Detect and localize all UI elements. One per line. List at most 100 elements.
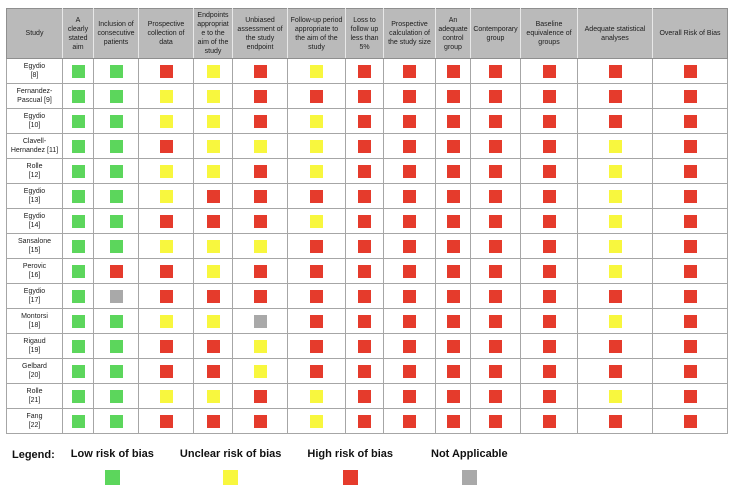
criteria-column-header: Endpoints appropriate to the aim of the … [193,7,233,60]
study-row: Egydio [8] [6,58,728,85]
rating-cell [577,333,653,360]
rating-square-high [608,289,622,303]
rating-square-high [446,64,460,78]
rating-square-high [253,414,267,428]
rating-cell [383,58,436,85]
rating-cell [193,58,233,85]
rating-square-high [683,414,697,428]
rating-square-unclear [206,164,220,178]
rating-cell [138,333,194,360]
rating-cell [652,308,728,335]
rating-square-high [683,64,697,78]
rating-square-high [358,314,371,328]
rating-cell [93,258,139,285]
rating-cell [577,58,653,85]
rating-cell [345,258,384,285]
rating-square-unclear [253,364,267,378]
rating-cell [652,258,728,285]
rating-square-high [358,339,371,353]
rating-square-low [109,314,123,328]
rating-square-unclear [310,214,323,228]
rating-cell [577,358,653,385]
rating-cell [435,333,471,360]
rating-cell [62,283,94,310]
rating-square-high [683,214,697,228]
rating-cell [193,283,233,310]
rating-cell [577,408,653,435]
criteria-column-header: A clearly stated aim [62,7,94,60]
rating-cell [93,358,139,385]
study-label: Clavell-Hernandez [11] [6,133,63,160]
study-row: Clavell-Hernandez [11] [6,133,728,160]
rating-square-high [683,139,697,153]
rating-cell [287,158,346,185]
rating-square-high [489,189,502,203]
rating-cell [138,408,194,435]
rating-square-high [159,289,173,303]
rating-square-high [159,364,173,378]
rating-cell [577,283,653,310]
rating-square-unclear [206,89,220,103]
rating-square-low [109,239,123,253]
rating-square-high [446,364,460,378]
rating-cell [577,133,653,160]
rating-cell [345,83,384,110]
rating-cell [345,233,384,260]
rating-square-high [683,389,697,403]
rating-cell [470,408,521,435]
rating-square-low [109,64,123,78]
rating-square-high [253,189,267,203]
rating-cell [138,133,194,160]
rating-square-high [358,414,371,428]
rating-cell [232,183,288,210]
rating-cell [435,233,471,260]
study-label: Rolle [12] [6,158,63,185]
rating-square-high [446,389,460,403]
rating-cell [232,408,288,435]
study-row: Fernandez-Pascual [9] [6,83,728,110]
rating-square-high [446,339,460,353]
rating-cell [138,233,194,260]
rating-square-high [489,314,502,328]
rating-square-unclear [206,314,220,328]
rating-square-low [109,189,123,203]
rating-cell [138,208,194,235]
rating-square-unclear [253,139,267,153]
rating-cell [93,208,139,235]
rating-square-unclear [253,339,267,353]
rating-cell [520,408,578,435]
rating-square-high [403,264,416,278]
risk-of-bias-table: Study A clearly stated aim Inclusion of c… [6,7,728,435]
rating-cell [193,308,233,335]
rating-cell [652,83,728,110]
rating-cell [470,283,521,310]
rating-square-high [358,89,371,103]
rating-square-high [253,264,267,278]
rating-square-high [109,264,123,278]
study-label: Sansalone [15] [6,233,63,260]
rating-square-high [683,289,697,303]
rating-cell [470,108,521,135]
rating-square-high [446,139,460,153]
rating-square-high [358,189,371,203]
rating-square-high [683,164,697,178]
rating-square-high [608,339,622,353]
study-label: Egydio [8] [6,58,63,85]
rating-square-high [403,414,416,428]
rating-cell [93,283,139,310]
rating-square-unclear [159,189,173,203]
rating-square-high [489,414,502,428]
rating-cell [520,133,578,160]
rating-square-high [489,89,502,103]
rating-cell [93,333,139,360]
rating-cell [193,158,233,185]
rating-cell [577,158,653,185]
rating-cell [62,408,94,435]
study-label: Egydio [14] [6,208,63,235]
rating-cell [520,283,578,310]
rating-cell [470,258,521,285]
rating-square-low [109,414,123,428]
rating-cell [652,233,728,260]
rating-cell [138,158,194,185]
rating-square-high [403,89,416,103]
